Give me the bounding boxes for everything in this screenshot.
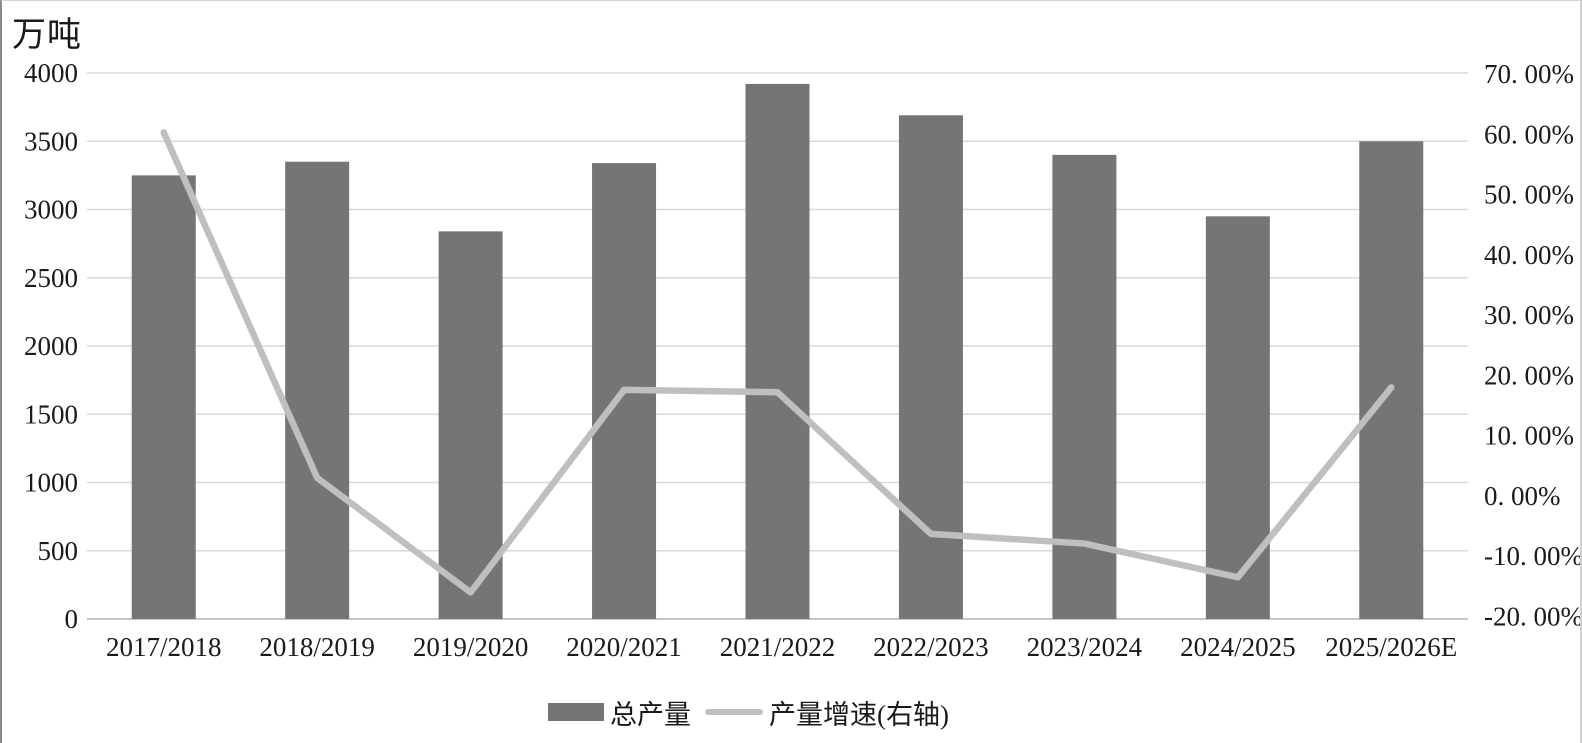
left-axis-tick: 1500 (24, 399, 78, 429)
x-axis-label: 2018/2019 (259, 632, 375, 662)
chart-legend: 总产量 产量增速(右轴) (548, 699, 949, 730)
right-axis-tick: 70. 00% (1484, 59, 1574, 89)
right-axis-tick: 50. 00% (1484, 180, 1574, 210)
right-axis-tick: 40. 00% (1484, 240, 1574, 270)
x-axis-label: 2020/2021 (566, 632, 682, 662)
left-axis-tick: 2500 (24, 263, 78, 293)
bar-2024/2025 (1205, 216, 1270, 619)
right-axis-tick: 60. 00% (1484, 119, 1574, 149)
left-axis-unit-title: 万吨 (12, 17, 82, 54)
right-axis-tick: 30. 00% (1484, 300, 1574, 330)
right-axis-tick: 20. 00% (1484, 360, 1574, 390)
legend-bar-label: 总产量 (610, 699, 691, 730)
legend-line-swatch (705, 709, 763, 715)
left-axis-tick: 500 (38, 536, 79, 566)
bar-2025/2026E (1359, 141, 1424, 619)
left-axis-tick: 0 (65, 604, 79, 634)
x-axis-label: 2019/2020 (413, 632, 529, 662)
legend-line-label: 产量增速(右轴) (769, 699, 949, 730)
right-axis-tick: 10. 00% (1484, 421, 1574, 451)
x-axis-label: 2024/2025 (1180, 632, 1296, 662)
growth-rate-line (160, 129, 1395, 596)
legend-bar-swatch (548, 703, 604, 721)
bar-2019/2020 (438, 231, 503, 619)
bar-2017/2018 (131, 175, 196, 619)
x-axis-label: 2023/2024 (1027, 632, 1143, 662)
x-axis-label: 2017/2018 (106, 632, 222, 662)
left-axis-tick: 3000 (24, 195, 78, 225)
left-axis-tick: 1000 (24, 468, 78, 498)
right-axis-tick: -10. 00% (1484, 541, 1582, 571)
bar-2021/2022 (745, 83, 810, 620)
left-axis-tick: 2000 (24, 331, 78, 361)
bar-2022/2023 (898, 115, 963, 619)
right-axis-tick: 0. 00% (1484, 481, 1561, 511)
bar-2018/2019 (285, 161, 350, 619)
left-axis-tick: 3500 (24, 126, 78, 156)
right-axis-tick: -20. 00% (1484, 602, 1582, 632)
x-axis-label: 2022/2023 (873, 632, 989, 662)
left-axis-tick: 4000 (24, 58, 78, 88)
x-axis-label: 2025/2026E (1325, 632, 1457, 662)
x-axis-label: 2021/2022 (720, 632, 836, 662)
